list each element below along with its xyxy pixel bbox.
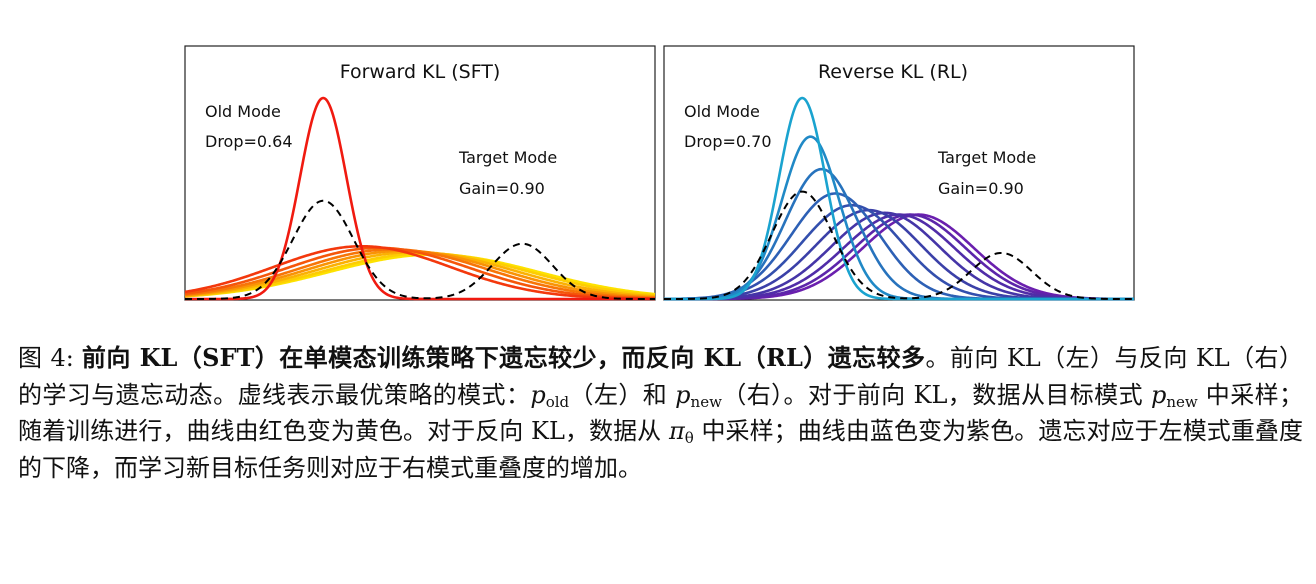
caption-figure-label: 图 4: [18, 344, 82, 372]
p-old-symbol: pold [530, 380, 570, 411]
forward-kl-panel: Forward KL (SFT) Old Mode Drop=0.64 Targ… [184, 45, 656, 301]
caption-text: 中采样；曲线由蓝色变为紫色。遗忘对应于左模式重叠度的下降，而学习新目标任务则对应… [18, 417, 1303, 482]
density-curve-3 [184, 248, 656, 300]
p-new-symbol: pnew [1151, 380, 1198, 411]
old-mode-label: Old Mode [684, 102, 760, 121]
reverse-kl-panel: Reverse KL (RL) Old Mode Drop=0.70 Targe… [663, 45, 1135, 301]
figure-caption: 图 4: 前向 KL（SFT）在单模态训练策略下遗忘较少，而反向 KL（RL）遗… [18, 340, 1303, 486]
target-mode-label: Target Mode [937, 148, 1036, 167]
caption-text: （右）。对于前向 KL，数据从目标模式 [721, 380, 1152, 409]
figure: Forward KL (SFT) Old Mode Drop=0.64 Targ… [184, 45, 1135, 301]
target-mode-label: Target Mode [458, 148, 557, 167]
caption-text: （左）和 [569, 380, 676, 409]
chart-title: Forward KL (SFT) [340, 61, 501, 83]
caption-text: 。前向 KL（左）与反向 KL（右）的学习与遗忘动态。虚线表示最优策略的模式： [18, 344, 1303, 409]
chart-title: Reverse KL (RL) [818, 61, 968, 83]
drop-value-label: Drop=0.64 [205, 132, 293, 151]
old-mode-label: Old Mode [205, 102, 281, 121]
drop-value-label: Drop=0.70 [684, 132, 772, 151]
plot-frame [184, 45, 656, 301]
density-curve-2 [184, 246, 656, 300]
gain-value-label: Gain=0.90 [459, 179, 545, 198]
caption-bold-summary: 前向 KL（SFT）在单模态训练策略下遗忘较少，而反向 KL（RL）遗忘较多 [81, 343, 926, 372]
density-curve-1 [184, 244, 656, 301]
pi-theta-symbol: πθ [668, 417, 694, 447]
p-new-symbol: pnew [675, 380, 722, 411]
caption-text: 中采样；随着训练进行，曲线由红色变为黄色。对于反向 KL，数据从 [18, 380, 1303, 446]
series-group [663, 96, 1135, 301]
density-curve-0 [664, 96, 1134, 301]
gain-value-label: Gain=0.90 [938, 179, 1024, 198]
series-group [184, 96, 656, 301]
plot-frame [663, 45, 1135, 301]
density-curve-0 [185, 96, 655, 301]
target-distribution-dashed [664, 190, 1134, 300]
